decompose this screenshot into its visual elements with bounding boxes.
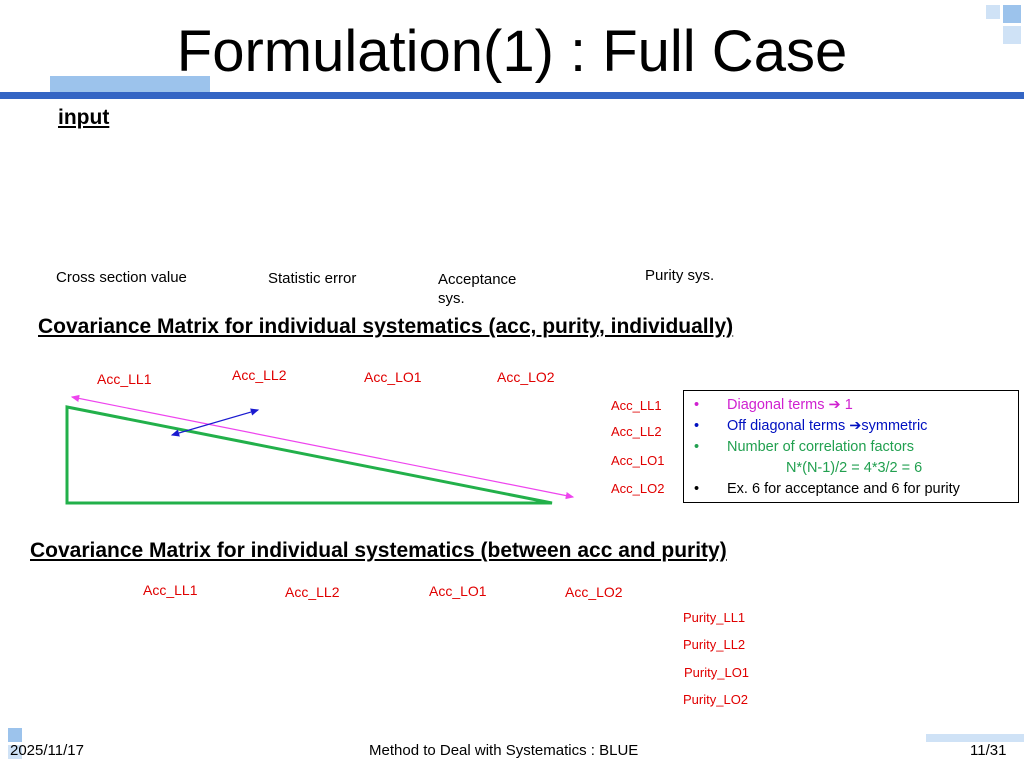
decor-square xyxy=(1003,5,1021,23)
decor-square xyxy=(8,745,22,759)
column-label: Acc_LL2 xyxy=(232,367,287,383)
row-label: Purity_LO2 xyxy=(683,692,749,707)
column-label: Acc_LO1 xyxy=(429,583,487,599)
row-label: Acc_LL2 xyxy=(611,424,662,439)
note: • Ex. 6 for acceptance and 6 for purity xyxy=(694,479,960,500)
column-label: Acc_LL1 xyxy=(143,582,198,598)
note: • Number of correlation factors xyxy=(694,437,914,458)
footer-page: 11/31 xyxy=(970,742,1007,759)
input-column: Cross section value xyxy=(56,269,187,286)
diagonal-arrow xyxy=(70,394,575,500)
section-heading: Covariance Matrix for individual systema… xyxy=(30,539,727,562)
row-label: Purity_LL2 xyxy=(683,637,746,652)
decor-square xyxy=(8,728,22,742)
accent-bar xyxy=(50,76,210,92)
column-label: Acc_LO1 xyxy=(364,369,422,385)
row-label: Acc_LL1 xyxy=(611,398,662,413)
symmetry-arrow xyxy=(170,408,260,437)
decor-bar xyxy=(926,734,1024,742)
note: • Diagonal terms ➔ 1 xyxy=(694,395,853,416)
section-heading: Covariance Matrix for individual systema… xyxy=(38,315,734,338)
note-text: Number of correlation factors xyxy=(727,439,914,455)
row-label: Acc_LO2 xyxy=(611,481,665,496)
column-label: Acc_LL2 xyxy=(285,584,340,600)
row-label: Purity_LL1 xyxy=(683,610,746,625)
note-text: N*(N-1)/2 = 4*3/2 = 6 xyxy=(786,460,923,476)
note-text: Ex. 6 for acceptance and 6 for purity xyxy=(727,481,960,497)
footer-title: Method to Deal with Systematics : BLUE xyxy=(369,742,639,759)
title-rule xyxy=(0,92,1024,99)
matrix-diagram xyxy=(65,394,575,505)
note-text: Diagonal terms ➔ 1 xyxy=(727,397,853,413)
column-label: Acc_LL1 xyxy=(97,371,152,387)
input-label: input xyxy=(58,106,110,129)
decor-square xyxy=(1003,26,1021,44)
notes-box: • Diagonal terms ➔ 1 • Off diagonal terms … xyxy=(683,390,1019,503)
row-label: Acc_LO1 xyxy=(611,453,665,468)
footer-date: 2025/11/17 xyxy=(10,742,84,759)
input-column: Statistic error xyxy=(268,270,357,287)
note: • Off diagonal terms ➔symmetric xyxy=(694,416,927,437)
input-column: Purity sys. xyxy=(645,267,715,284)
slide-title: Formulation(1) : Full Case xyxy=(176,19,848,84)
note-text: Off diagonal terms ➔symmetric xyxy=(727,418,928,434)
input-column: Acceptance sys. xyxy=(438,271,517,307)
triangle xyxy=(65,405,553,505)
column-label: Acc_LO2 xyxy=(565,584,623,600)
column-label: Acc_LO2 xyxy=(497,369,555,385)
row-label: Purity_LO1 xyxy=(684,665,750,680)
decor-square xyxy=(986,5,1000,19)
